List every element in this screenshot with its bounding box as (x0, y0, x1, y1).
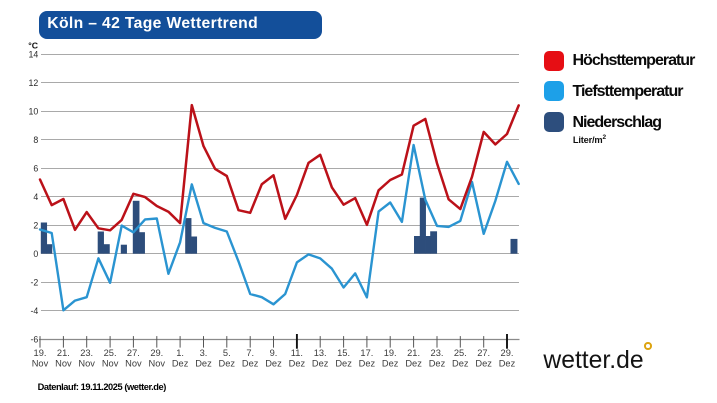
svg-text:9.: 9. (270, 348, 278, 358)
svg-text:Nov: Nov (125, 359, 142, 369)
svg-text:8: 8 (33, 135, 38, 145)
svg-text:6: 6 (33, 163, 38, 173)
svg-text:-4: -4 (30, 306, 38, 316)
svg-text:Dez: Dez (289, 359, 306, 369)
svg-text:Dez: Dez (429, 359, 446, 369)
svg-text:12: 12 (29, 78, 39, 88)
svg-text:21.: 21. (57, 348, 70, 358)
svg-text:11.: 11. (291, 348, 303, 358)
svg-text:5.: 5. (223, 348, 231, 358)
svg-text:Nov: Nov (55, 359, 72, 369)
svg-text:Dez: Dez (382, 359, 399, 369)
svg-text:25.: 25. (454, 348, 467, 358)
svg-text:Nov: Nov (32, 359, 49, 369)
svg-text:Dez: Dez (452, 359, 469, 369)
svg-text:27.: 27. (477, 348, 490, 358)
svg-text:Dez: Dez (475, 359, 492, 369)
svg-text:29.: 29. (150, 348, 163, 358)
svg-text:13.: 13. (314, 348, 327, 358)
svg-text:Nov: Nov (78, 359, 95, 369)
svg-text:23.: 23. (80, 348, 93, 358)
svg-text:21.: 21. (407, 348, 420, 358)
svg-text:25.: 25. (104, 348, 117, 358)
svg-text:-6: -6 (30, 334, 38, 344)
svg-text:29.: 29. (501, 348, 514, 358)
svg-text:Dez: Dez (359, 359, 376, 369)
svg-text:7.: 7. (246, 348, 254, 358)
svg-text:17.: 17. (360, 348, 373, 358)
svg-text:°C: °C (28, 40, 38, 50)
svg-text:-2: -2 (30, 277, 38, 287)
svg-text:Dez: Dez (312, 359, 329, 369)
svg-text:10: 10 (29, 106, 39, 116)
svg-text:2: 2 (33, 220, 38, 230)
svg-text:Dez: Dez (195, 359, 212, 369)
svg-text:Nov: Nov (149, 359, 166, 369)
svg-text:Dez: Dez (499, 359, 516, 369)
svg-text:23.: 23. (431, 348, 444, 358)
svg-text:19.: 19. (384, 348, 397, 358)
svg-text:3.: 3. (200, 348, 208, 358)
svg-text:19.: 19. (34, 348, 47, 358)
svg-text:14: 14 (29, 49, 39, 59)
svg-text:Dez: Dez (335, 359, 352, 369)
svg-text:Nov: Nov (102, 359, 119, 369)
svg-text:Dez: Dez (219, 359, 236, 369)
svg-text:0: 0 (33, 249, 38, 259)
svg-text:15.: 15. (337, 348, 350, 358)
svg-text:27.: 27. (127, 348, 140, 358)
svg-text:Dez: Dez (265, 359, 282, 369)
svg-text:1.: 1. (176, 348, 184, 358)
svg-text:4: 4 (33, 192, 38, 202)
svg-text:Dez: Dez (405, 359, 422, 369)
svg-text:Dez: Dez (172, 359, 189, 369)
svg-text:Dez: Dez (242, 359, 259, 369)
